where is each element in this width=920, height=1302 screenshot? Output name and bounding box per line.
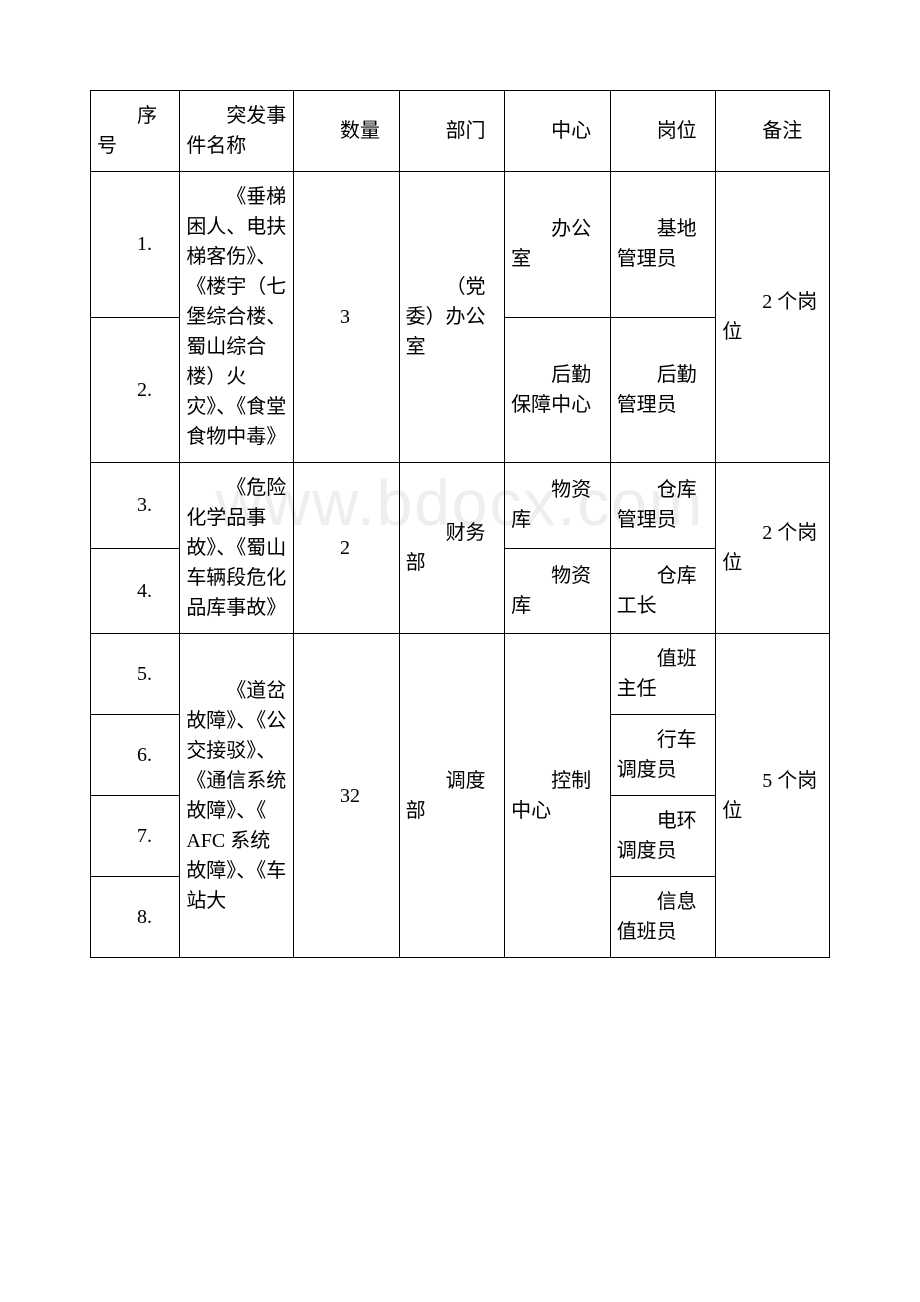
table-row: 1. 《垂梯困人、电扶梯客伤》、《楼宇（七堡综合楼、蜀山综合楼）火灾》、《食堂食… <box>91 172 830 318</box>
cell-seq: 4. <box>91 548 180 634</box>
cell-post: 行车调度员 <box>610 715 716 796</box>
cell-note: 2 个岗位 <box>716 463 830 634</box>
emergency-table: 序号 突发事件名称 数量 部门 中心 岗位 备注 1. 《垂梯困人、电扶梯客伤》… <box>90 90 830 958</box>
cell-post: 值班主任 <box>610 634 716 715</box>
cell-event: 《危险化学品事故》、《蜀山车辆段危化品库事故》 <box>180 463 294 634</box>
cell-count: 32 <box>294 634 400 958</box>
cell-event: 《道岔故障》、《公交接驳》、《通信系统故障》、《 AFC 系统故障》、《车站大 <box>180 634 294 958</box>
cell-post: 电环调度员 <box>610 796 716 877</box>
cell-seq: 5. <box>91 634 180 715</box>
cell-seq: 7. <box>91 796 180 877</box>
header-row: 序号 突发事件名称 数量 部门 中心 岗位 备注 <box>91 91 830 172</box>
cell-post: 仓库工长 <box>610 548 716 634</box>
cell-seq: 3. <box>91 463 180 549</box>
cell-count: 3 <box>294 172 400 463</box>
cell-seq: 2. <box>91 317 180 463</box>
cell-dept: 调度部 <box>399 634 505 958</box>
header-post: 岗位 <box>610 91 716 172</box>
header-center: 中心 <box>505 91 611 172</box>
cell-center: 物资库 <box>505 463 611 549</box>
cell-note: 2 个岗位 <box>716 172 830 463</box>
header-note: 备注 <box>716 91 830 172</box>
cell-seq: 6. <box>91 715 180 796</box>
cell-center: 物资库 <box>505 548 611 634</box>
table-row: 3. 《危险化学品事故》、《蜀山车辆段危化品库事故》 2 财务部 物资库 仓库管… <box>91 463 830 549</box>
header-count: 数量 <box>294 91 400 172</box>
cell-post: 仓库管理员 <box>610 463 716 549</box>
cell-event: 《垂梯困人、电扶梯客伤》、《楼宇（七堡综合楼、蜀山综合楼）火灾》、《食堂食物中毒… <box>180 172 294 463</box>
cell-center: 后勤保障中心 <box>505 317 611 463</box>
header-dept: 部门 <box>399 91 505 172</box>
header-event: 突发事件名称 <box>180 91 294 172</box>
cell-count: 2 <box>294 463 400 634</box>
cell-center: 办公室 <box>505 172 611 318</box>
cell-post: 信息值班员 <box>610 877 716 958</box>
cell-seq: 8. <box>91 877 180 958</box>
cell-post: 基地管理员 <box>610 172 716 318</box>
cell-dept: （党委）办公室 <box>399 172 505 463</box>
cell-center: 控制中心 <box>505 634 611 958</box>
table-row: 5. 《道岔故障》、《公交接驳》、《通信系统故障》、《 AFC 系统故障》、《车… <box>91 634 830 715</box>
cell-dept: 财务部 <box>399 463 505 634</box>
cell-note: 5 个岗位 <box>716 634 830 958</box>
cell-seq: 1. <box>91 172 180 318</box>
header-seq: 序号 <box>91 91 180 172</box>
cell-post: 后勤管理员 <box>610 317 716 463</box>
